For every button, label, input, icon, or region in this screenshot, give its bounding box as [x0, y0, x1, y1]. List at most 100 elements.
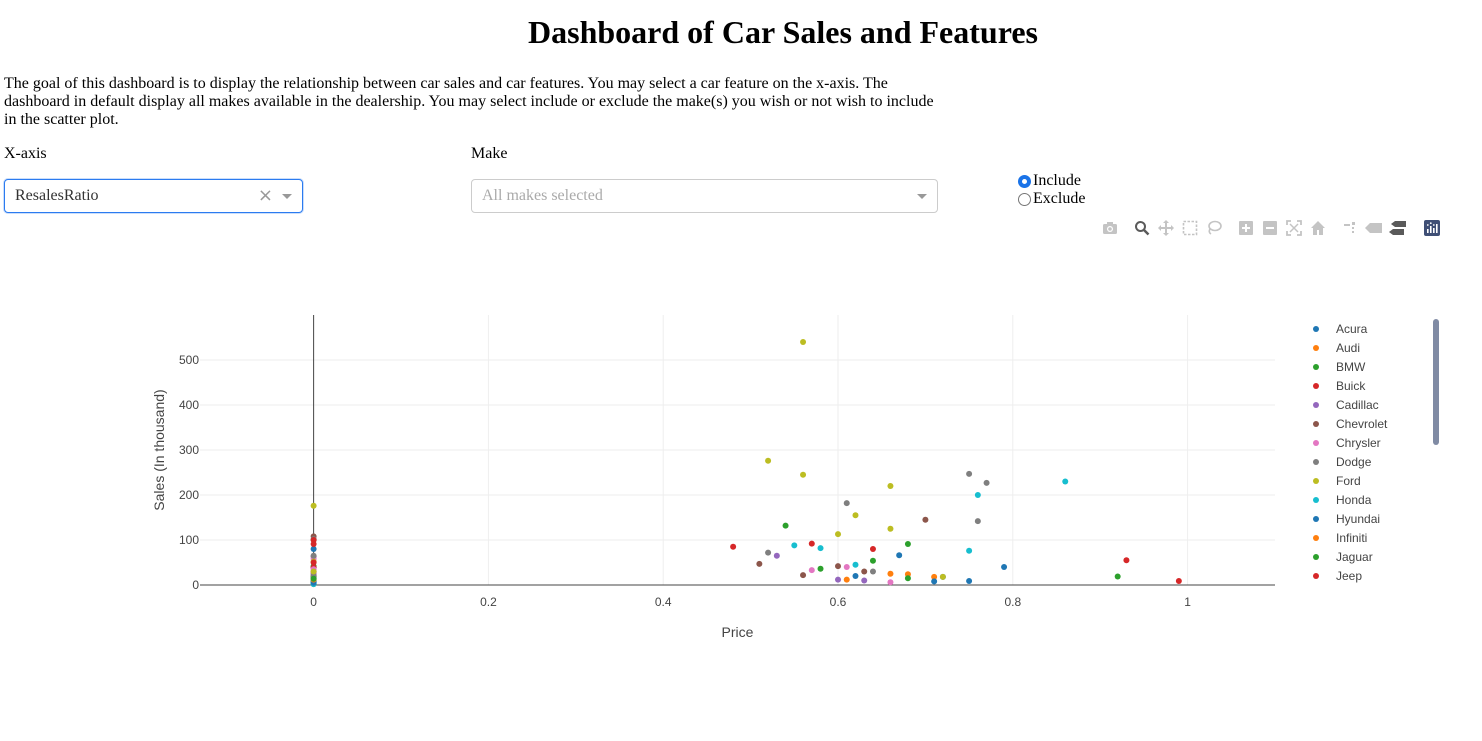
data-point-ford[interactable]	[887, 525, 894, 532]
data-point-dodge[interactable]	[843, 500, 850, 507]
data-point-cadillac[interactable]	[835, 576, 842, 583]
data-point-honda[interactable]	[852, 561, 859, 568]
legend-label-audi[interactable]: Audi	[1336, 341, 1360, 355]
data-point-jeep[interactable]	[1175, 577, 1182, 584]
data-point-acura[interactable]	[852, 573, 859, 579]
legend-marker-ford[interactable]	[1313, 478, 1319, 484]
data-point-dodge[interactable]	[966, 470, 973, 477]
legend-label-ford[interactable]: Ford	[1336, 474, 1361, 488]
data-point-hyundai[interactable]	[931, 578, 938, 585]
legend-label-hyundai[interactable]: Hyundai	[1336, 512, 1380, 526]
radio-exclude-circle[interactable]	[1018, 192, 1031, 206]
legend-marker-chrysler[interactable]	[1313, 440, 1319, 446]
data-point-chrysler[interactable]	[843, 564, 850, 570]
data-point-ford[interactable]	[887, 483, 894, 489]
legend-label-bmw[interactable]: BMW	[1336, 360, 1366, 374]
data-point-jaguar[interactable]	[310, 575, 317, 582]
data-point-chevrolet[interactable]	[800, 572, 807, 579]
data-point-acura[interactable]	[310, 546, 317, 552]
data-point-buick[interactable]	[869, 546, 876, 552]
data-point-bmw[interactable]	[782, 522, 789, 529]
data-point-chevrolet[interactable]	[861, 568, 868, 575]
hover-compare-icon[interactable]	[1388, 218, 1408, 238]
zoom-in-icon[interactable]	[1236, 218, 1256, 238]
legend-marker-bmw[interactable]	[1313, 364, 1319, 370]
data-point-ford[interactable]	[800, 471, 807, 478]
data-point-honda[interactable]	[817, 545, 824, 552]
data-point-ford[interactable]	[310, 568, 317, 575]
data-point-audi[interactable]	[843, 576, 850, 583]
data-point-ford[interactable]	[835, 531, 842, 538]
data-point-ford[interactable]	[939, 573, 946, 580]
zoom-out-icon[interactable]	[1260, 218, 1280, 238]
legend-label-acura[interactable]: Acura	[1336, 322, 1368, 336]
make-dropdown[interactable]: All makes selected	[471, 179, 938, 213]
data-point-cadillac[interactable]	[773, 552, 780, 559]
legend-label-jaguar[interactable]: Jaguar	[1336, 550, 1373, 564]
data-point-dodge[interactable]	[983, 479, 990, 486]
data-point-ford[interactable]	[310, 502, 317, 509]
xaxis-dropdown[interactable]: ResalesRatio ×	[4, 179, 303, 213]
clear-icon[interactable]: ×	[257, 185, 273, 206]
legend-marker-buick[interactable]	[1313, 383, 1319, 389]
data-point-bmw[interactable]	[869, 557, 876, 564]
data-point-chevrolet[interactable]	[835, 563, 842, 570]
data-point-honda[interactable]	[1062, 478, 1069, 485]
data-point-jaguar[interactable]	[1114, 573, 1121, 580]
plotly-logo-icon[interactable]	[1422, 218, 1442, 238]
legend-marker-acura[interactable]	[1313, 326, 1319, 332]
radio-include-circle[interactable]	[1018, 174, 1031, 188]
legend-marker-infiniti[interactable]	[1313, 535, 1319, 541]
data-point-ford[interactable]	[852, 512, 859, 519]
legend-label-buick[interactable]: Buick	[1336, 379, 1366, 393]
data-point-ford[interactable]	[800, 339, 807, 345]
autoscale-icon[interactable]	[1284, 218, 1304, 238]
data-point-ford[interactable]	[765, 457, 772, 464]
data-point-audi[interactable]	[931, 573, 938, 580]
data-point-buick[interactable]	[808, 540, 815, 547]
data-point-dodge[interactable]	[765, 549, 772, 556]
legend-marker-jeep[interactable]	[1313, 573, 1319, 579]
lasso-select-icon[interactable]	[1204, 218, 1224, 238]
chevron-down-icon[interactable]	[282, 194, 292, 199]
legend-marker-jaguar[interactable]	[1313, 554, 1319, 560]
data-point-chevrolet[interactable]	[756, 560, 763, 567]
data-point-cadillac[interactable]	[861, 577, 868, 584]
data-point-dodge[interactable]	[310, 552, 317, 559]
legend-label-chevrolet[interactable]: Chevrolet	[1336, 417, 1388, 431]
data-point-dodge[interactable]	[974, 518, 981, 525]
box-select-icon[interactable]	[1180, 218, 1200, 238]
legend-label-infiniti[interactable]: Infiniti	[1336, 531, 1367, 545]
camera-icon[interactable]	[1100, 218, 1120, 238]
spike-lines-icon[interactable]	[1340, 218, 1360, 238]
legend-label-dodge[interactable]: Dodge	[1336, 455, 1372, 469]
reset-axes-icon[interactable]	[1308, 218, 1328, 238]
data-point-honda[interactable]	[966, 547, 973, 554]
legend-label-jeep[interactable]: Jeep	[1336, 569, 1362, 583]
data-point-audi[interactable]	[887, 570, 894, 577]
legend-marker-dodge[interactable]	[1313, 459, 1319, 465]
data-point-acura[interactable]	[966, 577, 973, 584]
hover-closest-icon[interactable]	[1364, 218, 1384, 238]
data-point-jeep[interactable]	[310, 537, 317, 543]
data-point-hyundai[interactable]	[896, 552, 903, 559]
pan-icon[interactable]	[1156, 218, 1176, 238]
data-point-dodge[interactable]	[869, 568, 876, 575]
legend-marker-honda[interactable]	[1313, 497, 1319, 503]
legend-marker-audi[interactable]	[1313, 345, 1319, 351]
data-point-buick[interactable]	[730, 543, 737, 550]
legend-label-honda[interactable]: Honda	[1336, 493, 1372, 507]
radio-exclude[interactable]: Exclude	[1018, 190, 1085, 208]
legend-marker-chevrolet[interactable]	[1313, 421, 1319, 427]
radio-include[interactable]: Include	[1018, 172, 1081, 190]
chevron-down-icon[interactable]	[917, 194, 927, 199]
data-point-bmw[interactable]	[817, 565, 824, 572]
data-point-honda[interactable]	[974, 492, 981, 498]
data-point-honda[interactable]	[791, 542, 798, 549]
data-point-jeep[interactable]	[1123, 557, 1130, 564]
data-point-chevrolet[interactable]	[922, 516, 929, 523]
data-point-jaguar[interactable]	[904, 575, 911, 582]
legend-label-chrysler[interactable]: Chrysler	[1336, 436, 1381, 450]
data-point-chrysler[interactable]	[808, 567, 815, 574]
